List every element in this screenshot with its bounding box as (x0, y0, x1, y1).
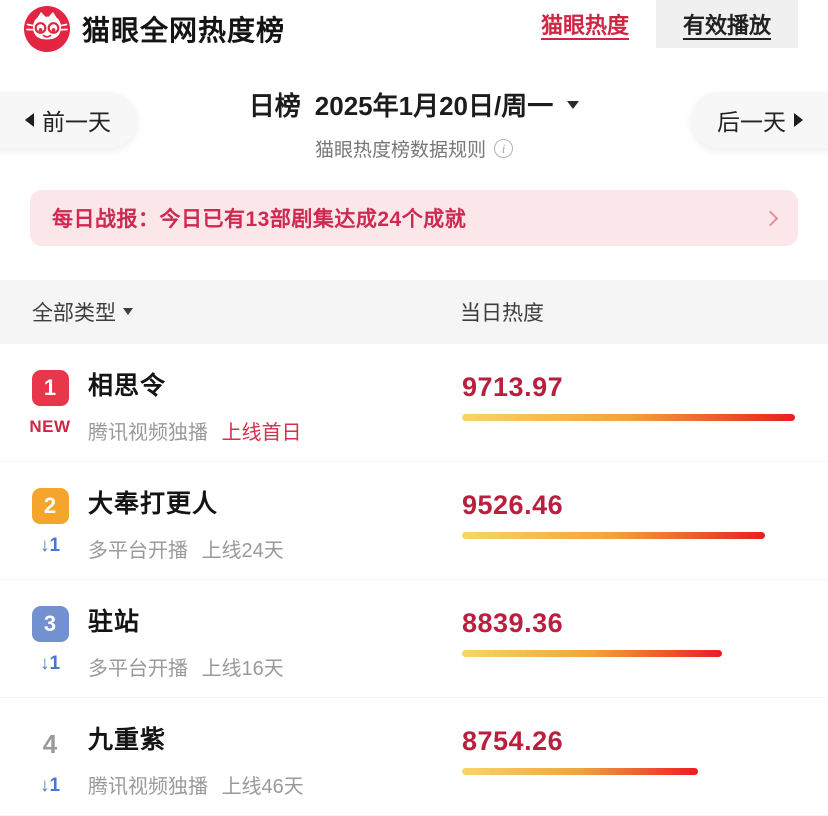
heat-bar (462, 414, 795, 421)
heat-bar-fill (462, 768, 699, 775)
brand: 猫眼全网热度榜 (24, 6, 285, 52)
heat-bar (462, 532, 795, 539)
show-title[interactable]: 大奉打更人 (88, 490, 219, 518)
info-icon[interactable] (494, 139, 513, 158)
rank-badge: 2 (31, 488, 69, 524)
heat-bar (462, 650, 795, 657)
list-type-label: 日榜 (248, 91, 301, 121)
chevron-down-icon (567, 101, 580, 115)
show-info: 九重紫 腾讯视频独播 上线46天 (76, 698, 462, 815)
rank-column: 4 ↓1 (24, 698, 76, 815)
days-online-label: 上线首日 (221, 422, 302, 444)
chevron-down-icon (123, 308, 133, 321)
triangle-right-icon (794, 113, 810, 127)
heat-column: 9526.46 (462, 462, 795, 579)
show-title[interactable]: 驻站 (88, 608, 141, 636)
days-online-label: 上线24天 (201, 540, 284, 562)
daily-report-text: 每日战报：今日已有13部剧集达成24个成就 (52, 208, 467, 231)
ranking-list: 1 NEW 相思令 腾讯视频独播 上线首日 9713.97 2 ↓1 大奉打更人… (0, 344, 828, 816)
trend-badge: ↓1 (39, 653, 61, 674)
rank-column: 1 NEW (24, 344, 76, 461)
platform-label: 腾讯视频独播 (88, 776, 208, 798)
platform-label: 多平台开播 (88, 658, 188, 680)
heat-bar (462, 768, 795, 775)
show-info: 大奉打更人 多平台开播 上线24天 (76, 462, 462, 579)
list-item[interactable]: 3 ↓1 驻站 多平台开播 上线16天 8839.36 (0, 580, 828, 698)
platform-label: 多平台开播 (88, 540, 188, 562)
date-nav-section: 前一天 日榜 2025年1月20日/周一 猫眼热度榜数据规则 后一天 (0, 58, 828, 176)
trend-badge: ↓1 (39, 775, 61, 796)
heat-bar-fill (462, 414, 795, 421)
rules-label: 猫眼热度榜数据规则 (314, 140, 486, 161)
type-filter-label: 全部类型 (32, 302, 116, 325)
tab-effective-plays-label: 有效播放 (682, 13, 771, 38)
next-day-label: 后一天 (717, 109, 786, 135)
show-subtitle: 多平台开播 上线24天 (88, 534, 462, 563)
rank-number: 4 (42, 728, 58, 759)
heat-value: 9713.97 (462, 372, 564, 402)
rank-column: 3 ↓1 (24, 580, 76, 697)
list-item[interactable]: 4 ↓1 九重紫 腾讯视频独播 上线46天 8754.26 (0, 698, 828, 816)
heat-column: 9713.97 (462, 344, 795, 461)
rank-column: 2 ↓1 (24, 462, 76, 579)
list-item[interactable]: 1 NEW 相思令 腾讯视频独播 上线首日 9713.97 (0, 344, 828, 462)
heat-value: 9526.46 (462, 490, 564, 520)
heat-column-header: 当日热度 (460, 302, 544, 325)
show-title[interactable]: 九重紫 (88, 726, 167, 754)
maoyan-cat-logo-icon (24, 6, 70, 52)
daily-report-banner[interactable]: 每日战报：今日已有13部剧集达成24个成就 (30, 190, 798, 246)
show-title[interactable]: 相思令 (88, 372, 167, 400)
rank-badge: 3 (31, 606, 69, 642)
banner-section: 每日战报：今日已有13部剧集达成24个成就 (0, 176, 828, 246)
heat-column: 8754.26 (462, 698, 795, 815)
type-filter-dropdown[interactable]: 全部类型 (32, 297, 460, 327)
heat-value: 8754.26 (462, 726, 564, 756)
show-info: 相思令 腾讯视频独播 上线首日 (76, 344, 462, 461)
trend-badge: NEW (29, 417, 71, 436)
heat-bar-fill (462, 532, 766, 539)
days-online-label: 上线46天 (221, 776, 304, 798)
tab-maoyan-heat[interactable]: 猫眼热度 (514, 0, 656, 48)
tab-effective-plays[interactable]: 有效播放 (656, 0, 798, 48)
app-header: 猫眼全网热度榜 猫眼热度 有效播放 (0, 0, 828, 58)
prev-day-label: 前一天 (42, 109, 111, 135)
triangle-left-icon (18, 113, 34, 127)
filter-bar: 全部类型 当日热度 (0, 280, 828, 344)
show-subtitle: 腾讯视频独播 上线首日 (88, 416, 462, 445)
date-picker[interactable]: 日榜 2025年1月20日/周一 (0, 86, 828, 123)
show-subtitle: 多平台开播 上线16天 (88, 652, 462, 681)
page-title: 猫眼全网热度榜 (82, 15, 286, 46)
show-info: 驻站 多平台开播 上线16天 (76, 580, 462, 697)
current-date-label: 2025年1月20日/周一 (314, 91, 554, 121)
heat-column: 8839.36 (462, 580, 795, 697)
rank-badge: 1 (31, 370, 69, 406)
chevron-right-icon (762, 210, 779, 226)
days-online-label: 上线16天 (201, 658, 284, 680)
heat-value: 8839.36 (462, 608, 564, 638)
heat-bar-fill (462, 650, 722, 657)
metric-tabs: 猫眼热度 有效播放 (514, 0, 798, 48)
tab-maoyan-heat-label: 猫眼热度 (540, 13, 629, 38)
prev-day-button[interactable]: 前一天 (0, 92, 137, 148)
show-subtitle: 腾讯视频独播 上线46天 (88, 770, 462, 799)
next-day-button[interactable]: 后一天 (691, 92, 828, 148)
trend-badge: ↓1 (39, 535, 61, 556)
platform-label: 腾讯视频独播 (88, 422, 208, 444)
list-item[interactable]: 2 ↓1 大奉打更人 多平台开播 上线24天 9526.46 (0, 462, 828, 580)
rules-link[interactable]: 猫眼热度榜数据规则 (0, 135, 828, 162)
